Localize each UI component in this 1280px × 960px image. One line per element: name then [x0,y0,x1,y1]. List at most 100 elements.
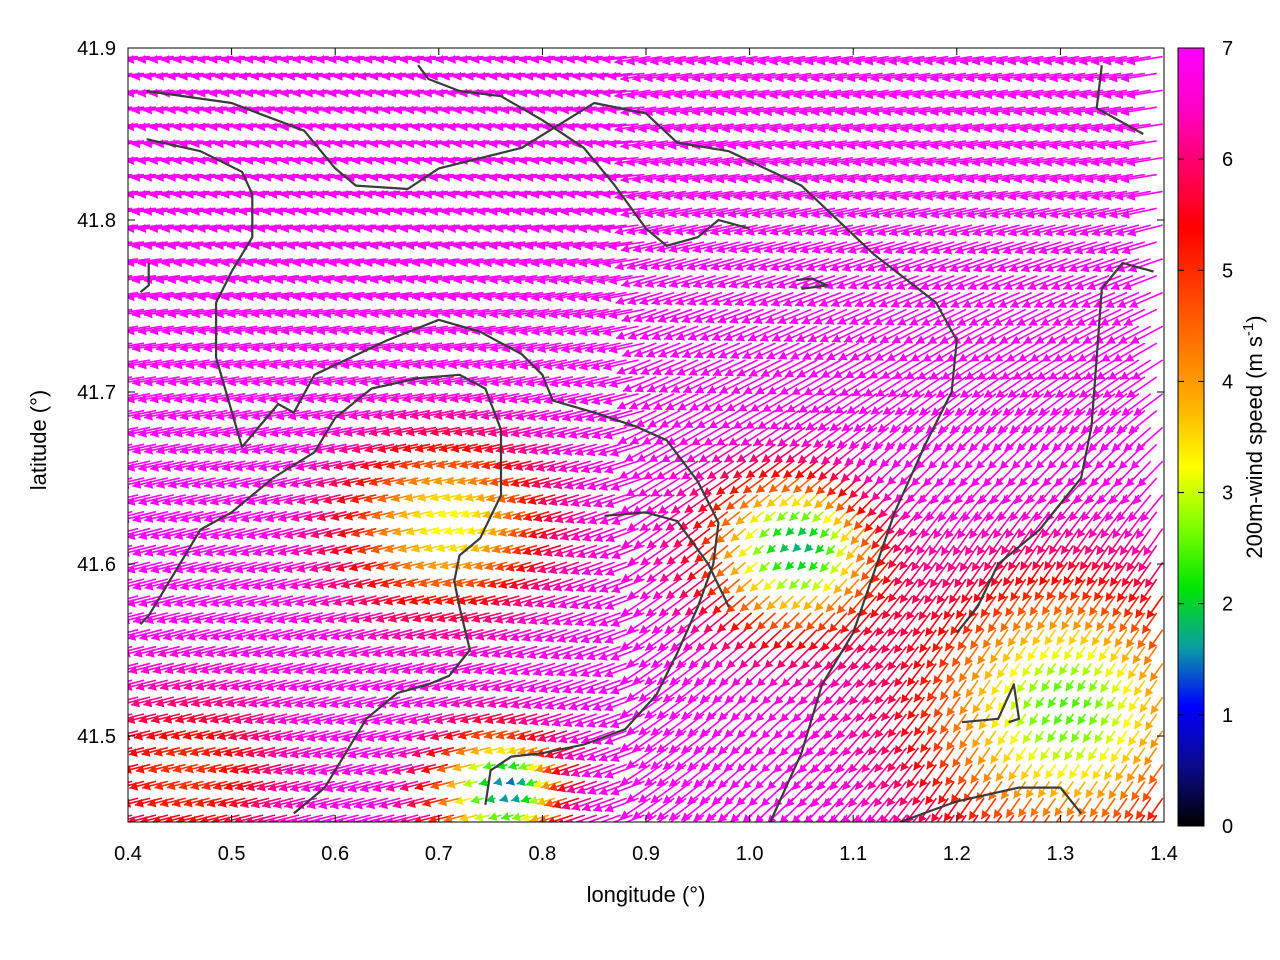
wind-vector [178,746,204,757]
wind-vector [1079,629,1092,646]
wind-vector [564,578,598,592]
wind-vector [1091,629,1104,646]
wind-vector [781,612,800,631]
wind-vector [1142,780,1158,802]
wind-vector [822,578,836,593]
wind-vector [128,713,157,724]
wind-vector [946,696,961,717]
wind-vector [972,578,991,603]
wind-vector [987,612,1003,633]
wind-vector [141,780,169,791]
wind-vector [880,662,902,688]
wind-vector [1072,612,1086,631]
wind-vector [952,679,967,700]
wind-vector [993,797,1009,819]
wind-vector [209,713,240,724]
wind-vector [880,797,902,822]
wind-vector [1088,679,1098,693]
wind-vector [703,612,729,633]
wind-vector [626,578,657,600]
wind-vector [501,595,532,607]
wind-vector [768,662,794,688]
wind-vector [128,72,133,75]
wind-vector [924,814,932,822]
wind-vector [443,814,466,822]
wind-vector [163,713,192,724]
wind-vector [400,612,431,623]
wind-vector [487,696,520,709]
wind-vector [937,612,955,637]
wind-vector [510,794,520,803]
wind-vector [1077,713,1086,726]
wind-vector [1088,713,1098,726]
wind-vector [1016,679,1027,694]
y-tick-label: 41.8 [77,210,116,232]
wind-vector [201,780,228,791]
wind-vector [128,274,133,278]
wind-vector [816,764,842,791]
wind-vector [1121,747,1134,764]
wind-vector [875,814,884,822]
wind-vector [911,780,932,806]
wind-vector [322,561,353,573]
wind-vector [997,730,1009,746]
wind-vector [482,612,514,624]
wind-vector [924,612,943,637]
wind-vector [343,628,377,641]
wind-vector [183,679,216,691]
wind-vector [413,814,443,822]
wind-vector [580,662,615,678]
wind-vector [836,713,860,740]
wind-vector [1119,780,1134,801]
wind-vector [867,730,890,756]
wind-vector [1060,612,1075,631]
wind-vector [526,645,562,660]
wind-vector [995,764,1009,782]
wind-vector [569,814,598,822]
wind-vector [855,797,878,822]
wind-vector [283,561,318,574]
wind-vector [1017,797,1033,818]
wind-vector [716,612,741,633]
wind-vector [1098,646,1110,662]
wind-vector [1112,797,1128,819]
wind-vector [350,612,383,624]
wind-vector [128,241,133,244]
wind-vector [1032,629,1045,646]
wind-vector [836,595,854,615]
wind-vector [868,696,890,722]
wind-vector [912,747,932,771]
wind-vector [452,763,472,772]
wind-vector [951,747,967,768]
wind-vector [232,713,264,725]
wind-vector [1022,696,1033,710]
wind-vector [128,612,133,615]
x-tick-label: 1.0 [736,843,764,865]
wind-vector [893,595,914,621]
wind-vector [726,645,753,669]
wind-vector [459,713,490,724]
wind-vector [451,628,484,641]
wind-vector [128,173,133,176]
wind-vector [250,730,282,742]
wind-vector [1003,713,1015,728]
wind-vector [568,662,604,677]
wind-vector [620,595,651,617]
wind-vector [563,713,598,728]
wind-vector [892,797,914,822]
wind-vector [925,747,943,770]
wind-vector [839,814,848,822]
wind-vector [421,595,449,606]
wind-vector [867,764,890,791]
wind-vector [479,679,514,692]
wind-vector [1075,747,1086,761]
wind-vector [743,612,765,631]
wind-vector [507,761,520,770]
wind-vector [271,561,306,574]
wind-vector [396,595,425,606]
wind-vector [1103,814,1110,822]
wind-vector [977,747,991,766]
wind-vector [179,696,210,708]
wind-vector [1002,646,1015,663]
wind-vector [620,629,651,651]
